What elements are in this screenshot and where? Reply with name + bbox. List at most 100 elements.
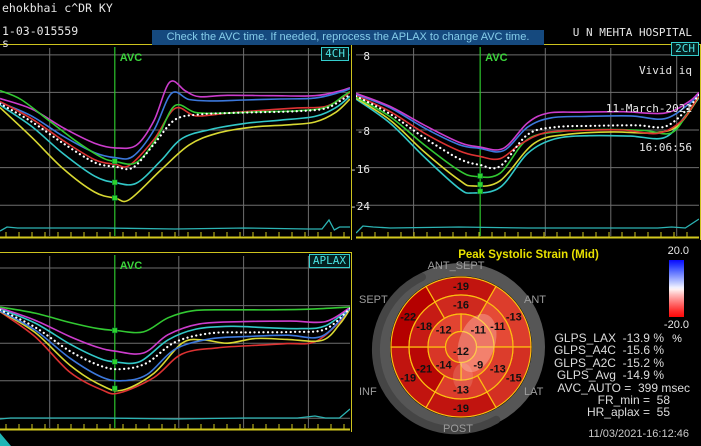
- avc-curve-marker: [112, 359, 118, 365]
- avc-label: AVC: [120, 52, 142, 64]
- exam-date: 11-March-2021: [605, 102, 692, 116]
- strain-chart-panel-aplax[interactable]: APLAX AVC: [0, 252, 352, 432]
- segment-value: -13: [490, 363, 506, 375]
- segment-value: -12: [453, 346, 469, 358]
- corner-mark-icon: [0, 433, 11, 446]
- footer-timestamp: 11/03/2021-16:12:46: [588, 428, 689, 440]
- view-label-aplax: APLAX: [308, 254, 350, 268]
- hospital-name: U N MEHTA HOSPITAL: [572, 25, 692, 39]
- segment-value: -19: [453, 281, 469, 293]
- avc-warning-banner: Check the AVC time. If needed, reprocess…: [152, 30, 544, 45]
- result-row: HR_aplax = 55: [586, 405, 670, 420]
- patient-name: ehokbhai c^DR KY: [2, 1, 113, 15]
- y-axis-label: -24: [350, 200, 370, 214]
- region-label-inf: INF: [359, 386, 377, 398]
- y-axis-label: -16: [350, 162, 370, 176]
- region-label-post: POST: [443, 423, 473, 435]
- device-name: Vivid iq: [639, 63, 692, 77]
- strain-curve-segment-magenta: [0, 80, 350, 150]
- strain-chart-panel-4ch[interactable]: 4CH AVC: [0, 44, 352, 240]
- segment-value: -13: [453, 385, 469, 397]
- strain-curve-segment-green: [0, 89, 350, 165]
- ecg-trace: [356, 218, 699, 234]
- segment-value: -13: [506, 312, 522, 324]
- segment-value: -11: [471, 325, 486, 337]
- bullseye-panel[interactable]: Peak Systolic Strain (Mid) -19 -13 -15 -19-…: [356, 245, 701, 446]
- strain-curve-segment-green: [0, 306, 350, 334]
- region-label-ant_sept: ANT_SEPT: [428, 260, 485, 272]
- avc-curve-marker: [112, 179, 118, 186]
- avc-curve-marker: [112, 327, 118, 334]
- patient-id: 1-03-015559: [2, 24, 79, 38]
- bullseye-sheen-2: [453, 363, 473, 391]
- avc-label: AVC: [120, 260, 142, 272]
- segment-value: -21: [416, 363, 432, 375]
- segment-value: -14: [436, 359, 453, 371]
- strain-color-scale-bar: [669, 260, 684, 317]
- segment-value: -22: [400, 312, 416, 324]
- strain-curve-segment-cyan: [356, 97, 699, 194]
- segment-value: -9: [473, 359, 483, 371]
- exam-time: 16:06:56: [639, 140, 692, 154]
- segment-value: -19: [400, 373, 416, 385]
- result-row: AVC_AUTO = 399 msec: [557, 380, 690, 395]
- bullseye-apex: [444, 330, 478, 364]
- strain-curve-segment-magenta: [356, 91, 699, 151]
- strain-chart-4ch: AVC: [0, 47, 350, 239]
- scale-unit-label: %: [672, 333, 682, 345]
- ecg-trace: [0, 408, 350, 420]
- strain-curve-segment-red: [356, 94, 699, 161]
- view-label-4ch: 4CH: [321, 47, 349, 61]
- strain-chart-panel-2ch[interactable]: 2CH AVC 8 -8 -16 -24: [350, 42, 701, 240]
- strain-curve-segment-cyan: [0, 307, 350, 365]
- strain-curve-segment-blue: [0, 307, 350, 382]
- avc-curve-marker: [477, 173, 483, 179]
- strain-curve-segment-cyan: [0, 95, 350, 186]
- segment-value: -16: [453, 300, 469, 312]
- strain-curve-segment-yellow: [0, 308, 350, 392]
- result-row: GLPS_A2C -15.2 %: [553, 355, 664, 370]
- strain-curve-segment-yellow: [0, 98, 350, 203]
- system-info-block: U N MEHTA HOSPITAL Vivid iq 11-March-202…: [573, 1, 692, 180]
- avc-curve-marker: [112, 158, 118, 165]
- strain-curve-segment-red: [0, 91, 350, 168]
- y-axis-label: 8: [363, 49, 370, 63]
- segment-value: -11: [490, 321, 505, 333]
- view-label-2ch: 2CH: [671, 42, 699, 56]
- result-row: FR_min = 58: [597, 393, 670, 408]
- segment-value: -12: [436, 325, 452, 337]
- bullseye-ring-shadow: [371, 273, 501, 435]
- avc-curve-marker: [112, 385, 118, 392]
- patient-extra: s: [2, 36, 9, 50]
- strain-curve-average-dotted: [0, 93, 350, 171]
- strain-curve-segment-blue: [356, 93, 699, 153]
- avc-curve-marker: [112, 195, 118, 201]
- region-label-lat: LAT: [524, 386, 544, 398]
- segment-value: -18: [416, 321, 432, 333]
- y-axis-label: -8: [356, 125, 370, 139]
- strain-curve-segment-blue: [0, 87, 350, 160]
- ecg-trace: [0, 218, 350, 232]
- avc-curve-marker: [477, 181, 483, 188]
- strain-curve-average-dotted: [356, 93, 699, 170]
- segment-value: -19: [453, 403, 469, 415]
- segment-value: -15: [506, 373, 522, 385]
- strain-curve-segment-magenta: [0, 306, 350, 355]
- result-row: GLPS_A4C -15.6 %: [553, 343, 664, 358]
- scale-max-label: 20.0: [667, 245, 689, 257]
- strain-curve-average-dotted: [0, 307, 350, 371]
- region-label-sept: SEPT: [359, 294, 388, 306]
- avc-curve-marker: [477, 188, 483, 195]
- glps-results-block: GLPS_LAX -13.9 % GLPS_A4C -15.6 % GLPS_A2C…: [554, 332, 690, 419]
- strain-chart-aplax: AVC: [0, 255, 350, 431]
- bullseye-plot: -19 -13 -15 -19 -19 -22 -16 -11 -13 -13 -21 -18 -11-…: [356, 245, 701, 446]
- strain-chart-2ch: AVC: [356, 47, 699, 239]
- bullseye-title: Peak Systolic Strain (Mid): [458, 249, 599, 261]
- avc-label: AVC: [485, 52, 507, 64]
- region-label-ant: ANT: [524, 294, 546, 306]
- result-row: GLPS_Avg -14.9 %: [556, 368, 664, 383]
- result-row: GLPS_LAX -13.9 %: [554, 331, 664, 345]
- bullseye-sheen: [457, 313, 497, 373]
- bullseye-svg: -19-13-15-19-19-22-16-11-13-13-21-18 -11-…: [359, 260, 546, 435]
